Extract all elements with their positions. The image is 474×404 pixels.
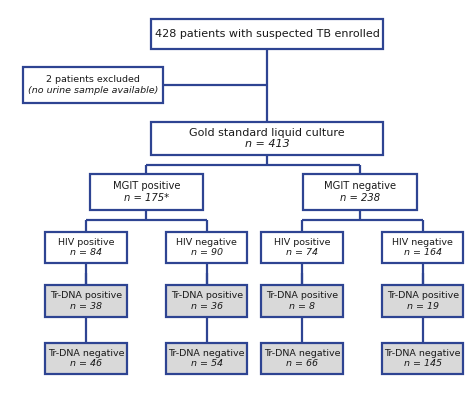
Text: Tr-DNA negative: Tr-DNA negative — [48, 349, 124, 358]
FancyBboxPatch shape — [382, 285, 464, 317]
Text: n = 54: n = 54 — [191, 359, 223, 368]
Text: Tr-DNA negative: Tr-DNA negative — [169, 349, 245, 358]
FancyBboxPatch shape — [46, 343, 127, 374]
Text: (no urine sample available): (no urine sample available) — [28, 86, 158, 95]
Text: 428 patients with suspected TB enrolled: 428 patients with suspected TB enrolled — [155, 29, 380, 39]
FancyBboxPatch shape — [90, 174, 203, 210]
FancyBboxPatch shape — [151, 19, 383, 48]
Text: HIV negative: HIV negative — [392, 238, 453, 247]
Text: HIV positive: HIV positive — [58, 238, 114, 247]
FancyBboxPatch shape — [166, 232, 247, 263]
FancyBboxPatch shape — [166, 343, 247, 374]
FancyBboxPatch shape — [382, 343, 464, 374]
Text: n = 46: n = 46 — [70, 359, 102, 368]
Text: Tr-DNA negative: Tr-DNA negative — [264, 349, 340, 358]
Text: Tr-DNA negative: Tr-DNA negative — [384, 349, 461, 358]
Text: MGIT positive: MGIT positive — [113, 181, 180, 191]
FancyBboxPatch shape — [46, 232, 127, 263]
FancyBboxPatch shape — [261, 232, 343, 263]
Text: MGIT negative: MGIT negative — [324, 181, 396, 191]
Text: n = 175*: n = 175* — [124, 193, 169, 203]
Text: Tr-DNA positive: Tr-DNA positive — [266, 291, 338, 301]
Text: Tr-DNA positive: Tr-DNA positive — [50, 291, 122, 301]
Text: n = 74: n = 74 — [286, 248, 318, 257]
Text: n = 66: n = 66 — [286, 359, 318, 368]
FancyBboxPatch shape — [151, 122, 383, 155]
Text: n = 38: n = 38 — [70, 301, 102, 311]
FancyBboxPatch shape — [303, 174, 417, 210]
Text: HIV negative: HIV negative — [176, 238, 237, 247]
Text: n = 413: n = 413 — [245, 139, 290, 149]
Text: n = 164: n = 164 — [404, 248, 442, 257]
Text: n = 84: n = 84 — [70, 248, 102, 257]
FancyBboxPatch shape — [23, 67, 163, 103]
FancyBboxPatch shape — [382, 232, 464, 263]
Text: n = 90: n = 90 — [191, 248, 223, 257]
FancyBboxPatch shape — [261, 343, 343, 374]
Text: n = 238: n = 238 — [340, 193, 380, 203]
FancyBboxPatch shape — [261, 285, 343, 317]
Text: Tr-DNA positive: Tr-DNA positive — [171, 291, 243, 301]
Text: Gold standard liquid culture: Gold standard liquid culture — [190, 128, 345, 139]
Text: HIV positive: HIV positive — [274, 238, 330, 247]
Text: n = 145: n = 145 — [404, 359, 442, 368]
Text: Tr-DNA positive: Tr-DNA positive — [387, 291, 459, 301]
FancyBboxPatch shape — [46, 285, 127, 317]
FancyBboxPatch shape — [166, 285, 247, 317]
Text: n = 8: n = 8 — [289, 301, 315, 311]
Text: n = 19: n = 19 — [407, 301, 439, 311]
Text: 2 patients excluded: 2 patients excluded — [46, 75, 140, 84]
Text: n = 36: n = 36 — [191, 301, 223, 311]
